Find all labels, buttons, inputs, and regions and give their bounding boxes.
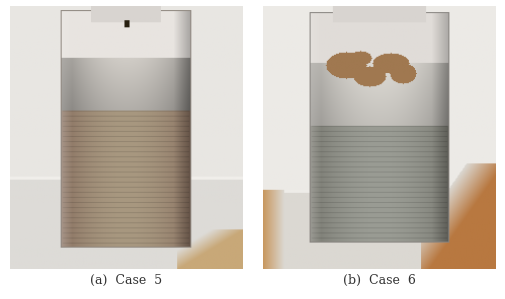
- Text: (b)  Case  6: (b) Case 6: [342, 274, 415, 287]
- Text: (a)  Case  5: (a) Case 5: [90, 274, 162, 287]
